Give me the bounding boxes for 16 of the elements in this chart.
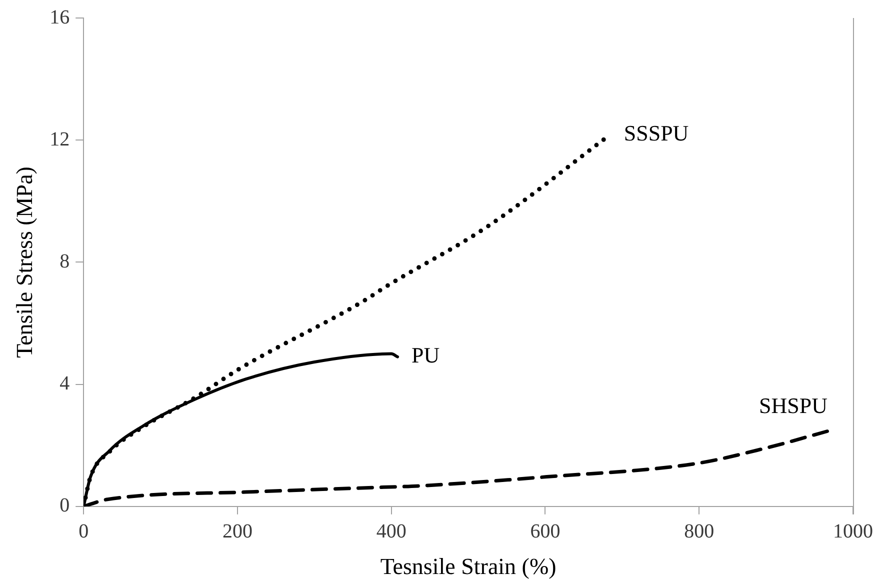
- x-tick-label: 200: [222, 520, 252, 543]
- y-tick-label: 8: [60, 250, 70, 272]
- y-tick-label: 12: [50, 128, 70, 150]
- x-tick-label: 800: [684, 520, 714, 543]
- y-tick-label: 16: [50, 6, 70, 28]
- x-tick-label: 400: [376, 520, 406, 543]
- y-tick-label: 4: [60, 372, 70, 395]
- y-axis-title: Tensile Stress (MPa): [12, 166, 37, 358]
- x-tick-label: 600: [530, 520, 560, 543]
- x-axis-title: Tesnsile Strain (%): [380, 554, 556, 580]
- series-label: SHSPU: [758, 392, 828, 418]
- x-tick-label: 0: [78, 520, 89, 543]
- series-label: PU: [412, 342, 440, 368]
- y-tick-label: 0: [60, 494, 70, 517]
- series-label: SSSPU: [624, 120, 689, 146]
- x-tick-label: 1000: [833, 520, 873, 543]
